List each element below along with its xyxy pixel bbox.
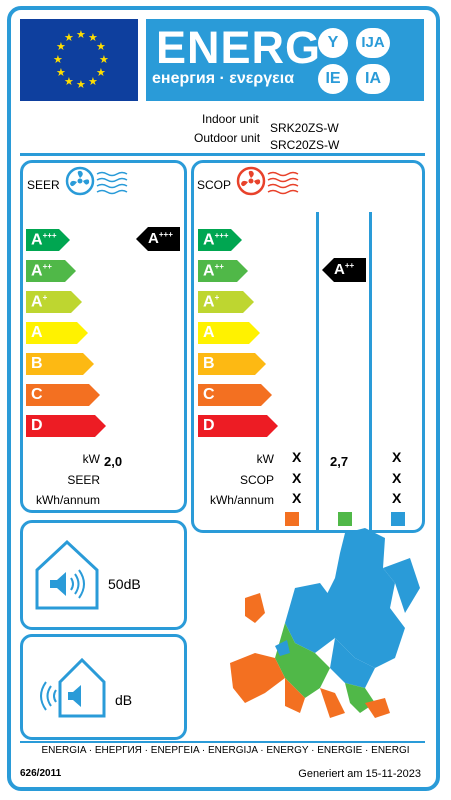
energy-subtitle: енергия · ενεργεια xyxy=(152,70,295,87)
heating-class-bar-2: A+ xyxy=(198,291,254,313)
cooling-class-bar-4: B xyxy=(26,353,94,375)
zone-divider-2 xyxy=(369,212,372,530)
zone-cold-swatch xyxy=(391,512,405,526)
europe-climate-map xyxy=(225,528,425,733)
heating-class-bar-1: A++ xyxy=(198,260,248,282)
heating-class-label-4: B xyxy=(203,355,215,372)
cooling-class-bar-6: D xyxy=(26,415,106,437)
zone1-kw-value: X xyxy=(292,449,302,465)
cooling-class-bar-3: A xyxy=(26,322,88,344)
heating-scop-label: SCOP xyxy=(239,473,274,487)
cooling-title: SEER xyxy=(27,178,60,192)
svg-text:★: ★ xyxy=(76,79,86,91)
heating-class-bar-3: A xyxy=(198,322,260,344)
zone3-kw-value: X xyxy=(392,449,402,465)
indoor-speaker-icon xyxy=(32,538,102,615)
zone1-kwh-value: X xyxy=(292,490,302,506)
heating-class-label-5: C xyxy=(203,386,215,403)
zone3-scop-value: X xyxy=(392,470,402,486)
zone-average-swatch xyxy=(338,512,352,526)
cooling-seer-label: SEER xyxy=(67,473,100,487)
indoor-unit-label: Indoor unit xyxy=(202,112,259,126)
zone1-scop-value: X xyxy=(292,470,302,486)
cooling-fan-icon xyxy=(65,166,137,201)
indoor-noise-panel xyxy=(20,520,187,630)
heating-class-label-6: D xyxy=(203,417,215,434)
cooling-class-label-0: A+++ xyxy=(31,231,57,249)
label-frame xyxy=(7,6,440,791)
cooling-class-label-6: D xyxy=(31,417,43,434)
heating-class-label-1: A++ xyxy=(203,262,224,280)
outdoor-noise-value: dB xyxy=(115,692,133,708)
cooling-class-label-2: A+ xyxy=(31,293,48,311)
heating-class-bar-5: C xyxy=(198,384,272,406)
heating-rating-sup: ++ xyxy=(344,261,355,270)
svg-text:★: ★ xyxy=(96,41,106,53)
cooling-class-label-1: A++ xyxy=(31,262,52,280)
cooling-class-label-5: C xyxy=(31,386,43,403)
badge-ie: IE xyxy=(318,64,348,94)
zone3-kwh-value: X xyxy=(392,490,402,506)
cooling-class-bar-5: C xyxy=(26,384,100,406)
cooling-class-bar-1: A++ xyxy=(26,260,76,282)
cooling-kw-label: kW xyxy=(82,452,100,466)
heating-class-label-3: A xyxy=(203,324,215,341)
cooling-panel xyxy=(20,160,187,513)
heating-class-label-0: A+++ xyxy=(203,231,229,249)
outdoor-noise-panel xyxy=(20,634,187,740)
outdoor-speaker-icon xyxy=(22,650,112,725)
heating-class-bar-0: A+++ xyxy=(198,229,242,251)
svg-text:★: ★ xyxy=(96,67,106,79)
divider-bottom xyxy=(20,741,425,743)
svg-text:★: ★ xyxy=(64,76,74,88)
cooling-class-label-3: A xyxy=(31,324,43,341)
cooling-class-bar-2: A+ xyxy=(26,291,82,313)
zone-divider-1 xyxy=(316,212,319,530)
divider-top xyxy=(20,153,425,156)
svg-text:★: ★ xyxy=(88,32,98,44)
heating-panel xyxy=(191,160,425,533)
cooling-kwh-label: kWh/annum xyxy=(35,493,100,507)
heating-rating-letter: A xyxy=(334,261,345,278)
regulation-number: 626/2011 xyxy=(20,768,62,779)
svg-text:★: ★ xyxy=(99,54,109,66)
cooling-rating-sup: +++ xyxy=(158,230,173,239)
heating-class-label-2: A+ xyxy=(203,293,220,311)
outdoor-unit-label: Outdoor unit xyxy=(194,131,261,145)
heating-class-bar-4: B xyxy=(198,353,266,375)
heating-kwh-label: kWh/annum xyxy=(209,493,274,507)
indoor-unit-model: SRK20ZS-W xyxy=(270,121,339,135)
svg-text:★: ★ xyxy=(56,41,66,53)
svg-text:★: ★ xyxy=(76,29,86,41)
zone-warm-swatch xyxy=(285,512,299,526)
cooling-kw-value: 2,0 xyxy=(104,454,123,469)
cooling-class-bar-0: A+++ xyxy=(26,229,70,251)
svg-text:★: ★ xyxy=(53,54,63,66)
heating-class-bar-6: D xyxy=(198,415,278,437)
cooling-class-label-4: B xyxy=(31,355,43,372)
heating-title: SCOP xyxy=(197,178,232,192)
eu-flag: ★ ★ ★ ★ ★ ★ ★ ★ ★ ★ ★ ★ xyxy=(20,19,138,101)
badge-ia: IA xyxy=(356,64,390,94)
zone2-kw-value: 2,7 xyxy=(330,454,349,469)
svg-text:★: ★ xyxy=(64,32,74,44)
heating-fan-icon xyxy=(236,166,308,201)
footer-languages: ENERGIA · ЕНЕРГИЯ · ΕΝΕΡΓΕΙΑ · ENERGIJA … xyxy=(41,745,410,756)
cooling-rating-letter: A xyxy=(148,230,159,247)
svg-text:★: ★ xyxy=(56,67,66,79)
badge-ija: IJA xyxy=(356,28,390,58)
svg-text:★: ★ xyxy=(88,76,98,88)
heating-kw-label: kW xyxy=(256,452,274,466)
generated-date: Generiert am 15-11-2023 xyxy=(298,768,421,780)
badge-y: Y xyxy=(318,28,348,58)
energy-title: ENERG xyxy=(156,22,322,73)
indoor-noise-value: 50dB xyxy=(108,576,141,592)
outdoor-unit-model: SRC20ZS-W xyxy=(270,138,340,152)
